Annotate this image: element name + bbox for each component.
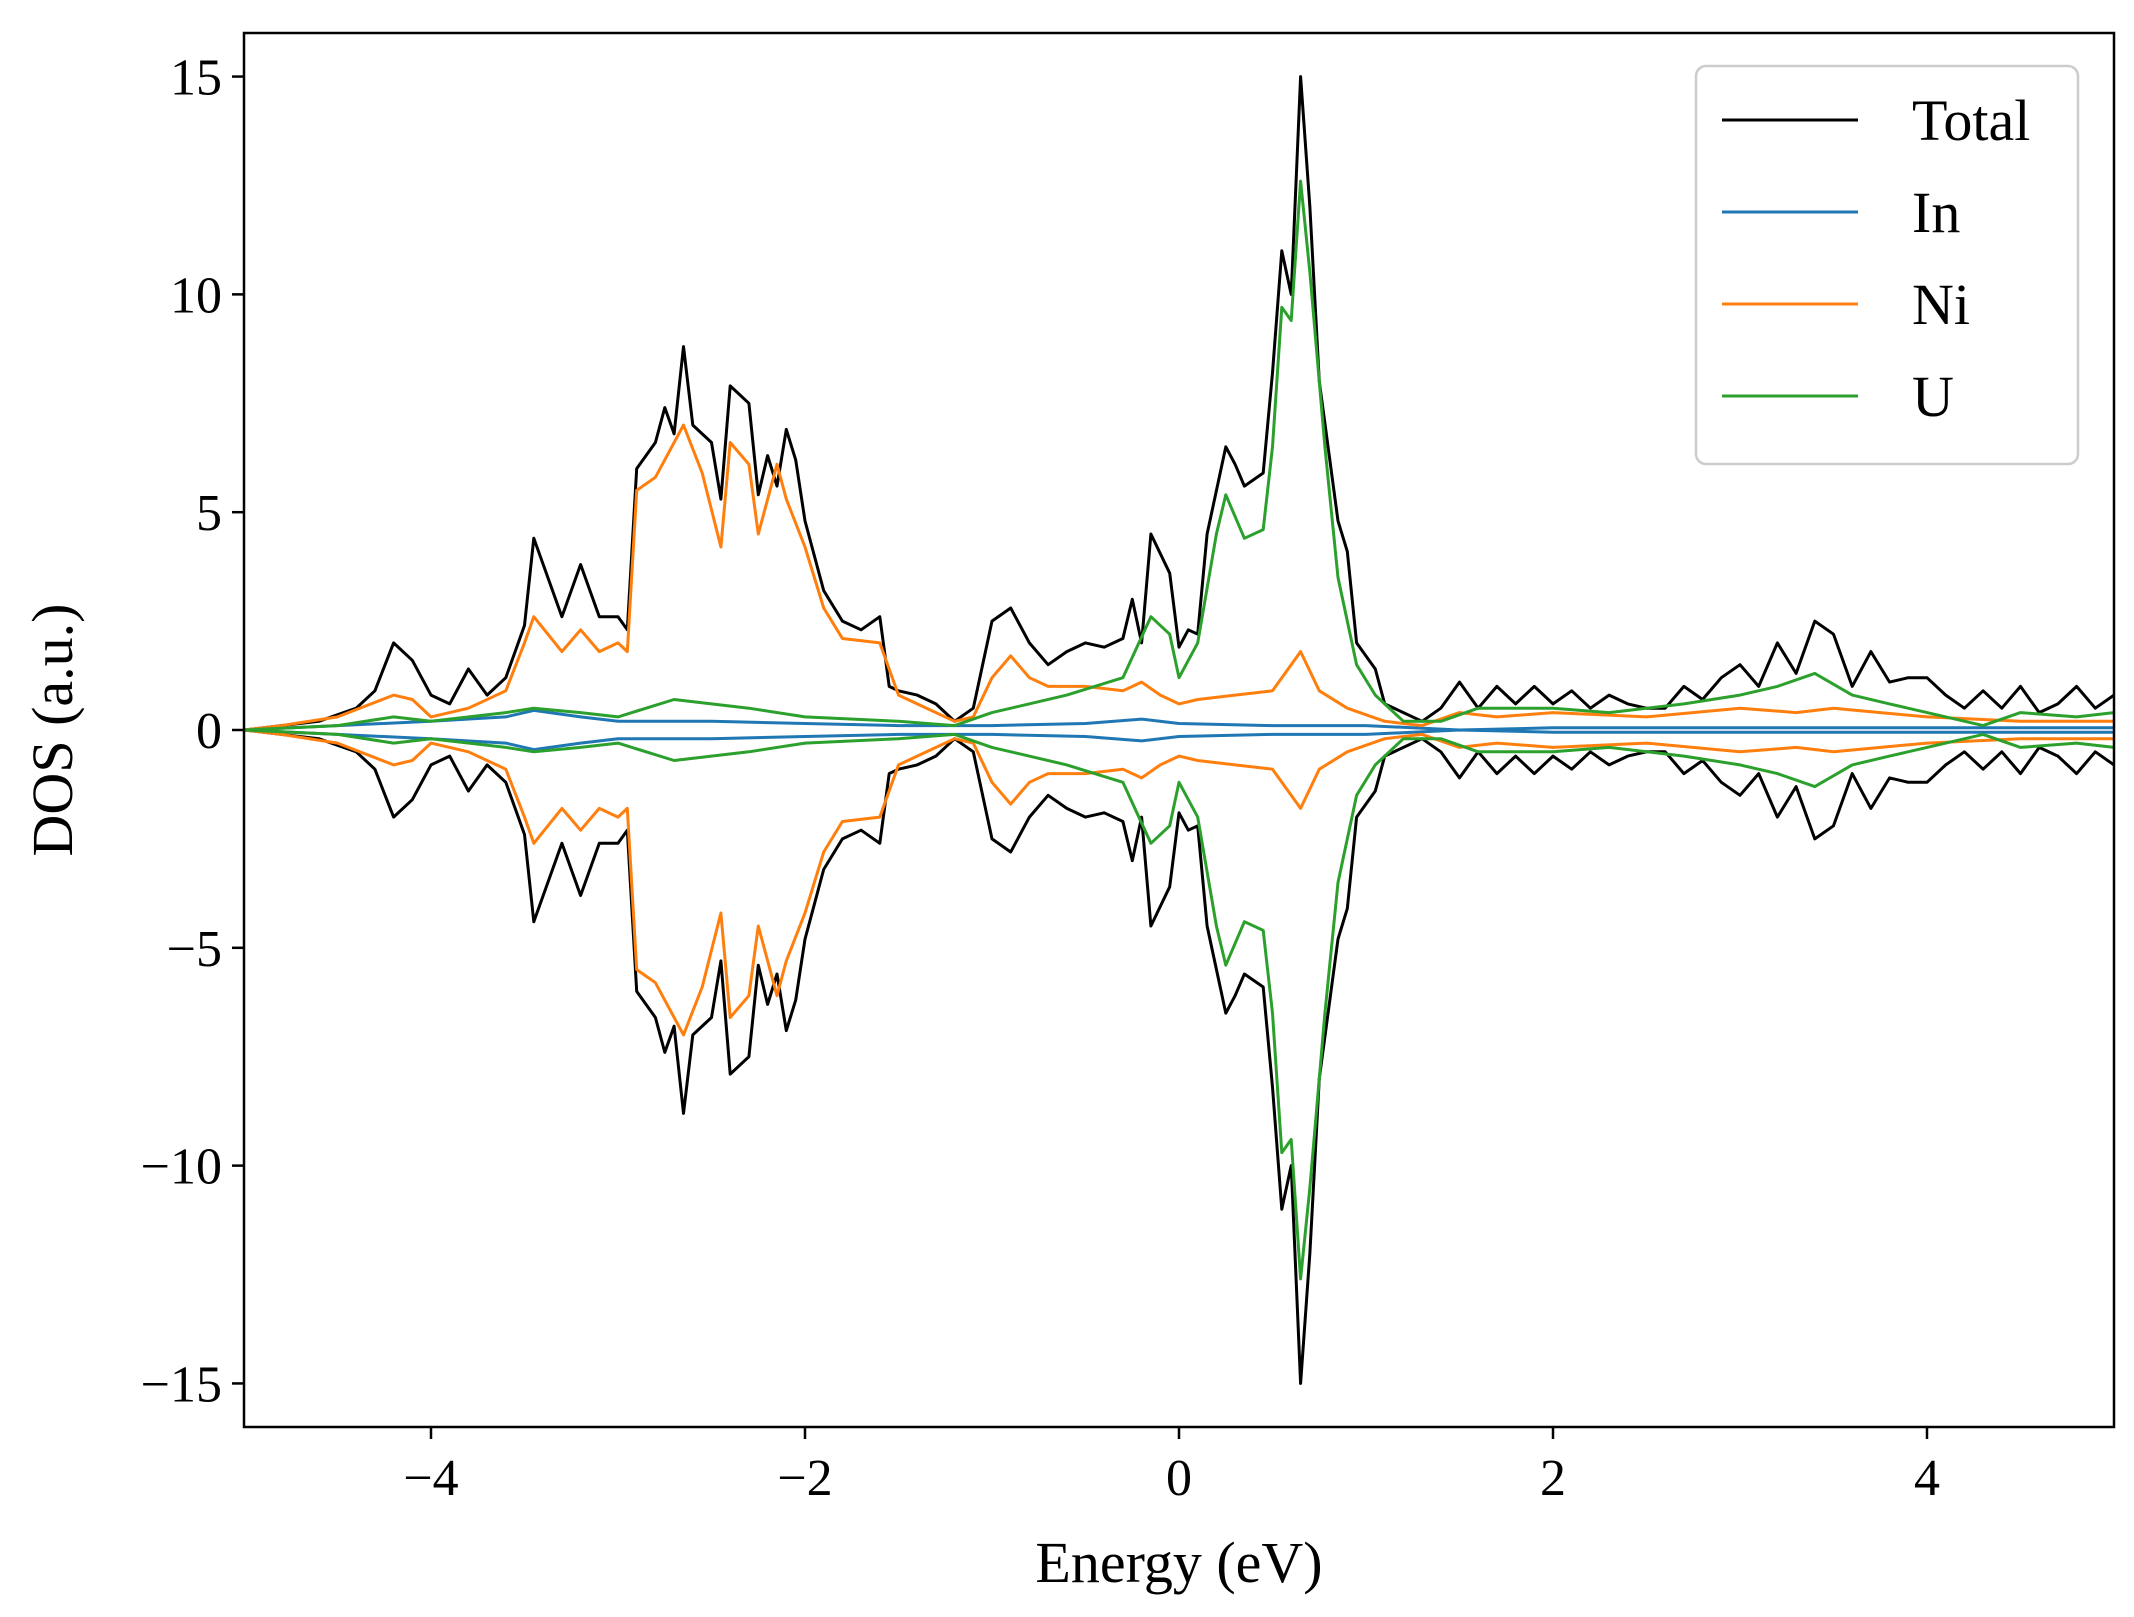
legend-label-in: In [1912,180,1960,245]
y-tick-label: 15 [170,50,222,107]
x-tick-label: −4 [403,1450,458,1507]
y-tick-label: 10 [170,267,222,324]
series-line-in-down [243,728,2114,752]
x-tick-label: 4 [1914,1450,1940,1507]
x-tick-label: 2 [1540,1450,1566,1507]
y-tick-label: 0 [196,703,222,760]
series-line-in-up [243,708,2114,732]
legend-label-ni: Ni [1912,272,1970,337]
series-line-ni-up [243,423,2114,732]
x-axis-label: Energy (eV) [1035,1530,1322,1595]
x-tick-label: −2 [777,1450,832,1507]
legend-label-u: U [1912,364,1954,429]
y-tick-label: 5 [196,485,222,542]
series-line-ni-down [243,728,2114,1037]
y-axis-label: DOS (a.u.) [20,604,85,857]
legend-items: Total In Ni U [1722,88,2030,429]
x-tick-label: 0 [1166,1450,1192,1507]
y-tick-label: −5 [167,921,222,978]
legend-box [1694,64,2080,466]
x-axis-ticks: −4 −2 0 2 4 [403,1427,1940,1507]
y-tick-label: −10 [141,1139,222,1196]
series-line-u-down [243,728,2115,1281]
y-axis-ticks: −15 −10 −5 0 5 10 15 [141,50,244,1413]
plot-series [243,75,2115,1385]
legend: Total In Ni U [1694,64,2080,466]
legend-label-total: Total [1912,88,2030,153]
y-tick-label: −15 [141,1356,222,1413]
series-line-u-up [243,179,2115,732]
